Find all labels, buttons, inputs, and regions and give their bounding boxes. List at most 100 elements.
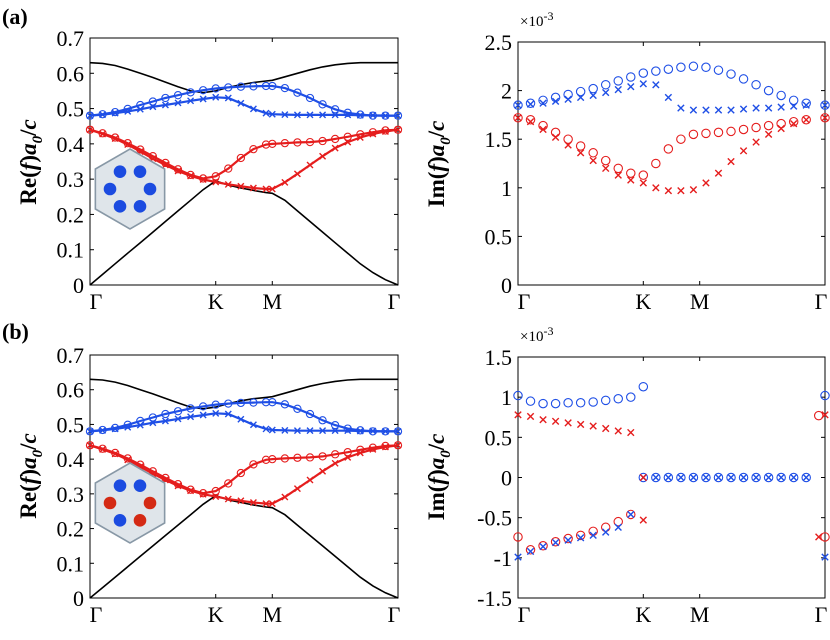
point-blue-circle	[224, 83, 233, 92]
point-blue-cross	[319, 111, 327, 119]
point-red-circle	[261, 140, 271, 149]
y-label-part: )	[16, 469, 41, 477]
y-tick-label: 1.5	[485, 127, 513, 152]
point-red-cross	[237, 497, 245, 505]
point-blue-circle-upper	[525, 396, 536, 406]
y-axis-label: Re(f)a0/c	[16, 433, 46, 518]
inset-dot	[113, 200, 127, 213]
inset-dot	[113, 165, 127, 178]
y-label-part: 0	[438, 450, 454, 458]
point-red-cross	[124, 141, 132, 149]
inset-unit-cell-b	[94, 462, 166, 544]
point-blue-cross	[689, 106, 698, 114]
point-blue-circle-zero	[688, 472, 699, 483]
multiplier-base: ×10	[520, 329, 543, 345]
point-blue-cross	[293, 427, 301, 435]
point-blue-circle	[613, 76, 623, 86]
point-red-cross	[306, 161, 314, 169]
point-blue-cross	[526, 100, 535, 108]
point-blue-circle	[626, 72, 636, 82]
point-red-circle-lower	[613, 516, 623, 527]
point-red-circle-lower	[513, 532, 523, 542]
point-red-cross	[293, 485, 301, 493]
y-tick-label: 0	[501, 466, 512, 491]
point-blue-cross	[821, 101, 829, 109]
point-blue-cross	[589, 91, 597, 100]
point-blue-circle	[186, 404, 195, 413]
point-blue-cross	[789, 102, 798, 110]
point-blue-cross	[149, 103, 157, 111]
point-red-circle	[701, 128, 711, 139]
point-red-circle	[688, 129, 699, 140]
point-blue-circle-zero	[651, 472, 661, 483]
x-tick-label: M	[690, 289, 710, 314]
y-label-part: )	[16, 155, 41, 163]
y-tick-label: 0.5	[485, 425, 513, 450]
point-blue-circle	[198, 402, 208, 411]
y-label-part: Im(	[424, 485, 449, 521]
point-red-cross	[224, 180, 232, 188]
point-blue-cross	[224, 94, 232, 102]
point-red-cross	[331, 144, 339, 152]
point-blue-cross-zero	[777, 473, 785, 482]
point-blue-cross	[268, 110, 276, 118]
point-blue-circle-zero	[751, 472, 761, 483]
panel-label-b: (b)	[2, 319, 29, 344]
point-blue-circle	[148, 413, 158, 422]
point-blue-cross	[124, 423, 132, 431]
panel-label-a: (a)	[2, 4, 28, 29]
point-blue-cross	[249, 421, 257, 429]
y-label-part: /	[424, 130, 449, 138]
point-blue-cross	[86, 427, 94, 435]
x-tick-label: K	[208, 602, 224, 627]
point-blue-circle	[211, 84, 220, 93]
y-tick-label: 0.1	[57, 551, 85, 576]
point-red-circle	[738, 124, 749, 135]
point-blue-cross	[727, 106, 735, 114]
point-red-cross	[539, 125, 547, 134]
point-blue-circle	[638, 68, 649, 78]
point-blue-cross	[369, 427, 377, 435]
point-blue-cross	[136, 421, 144, 429]
point-red-circle	[249, 460, 258, 469]
point-blue-cross	[99, 111, 107, 119]
point-red-circle	[293, 453, 302, 462]
point-blue-cross	[149, 419, 157, 427]
point-red-cross	[111, 135, 119, 143]
point-blue-circle	[776, 90, 786, 101]
point-red-circle-lower	[538, 541, 548, 551]
point-red-circle	[224, 164, 233, 173]
point-blue-cross	[602, 88, 610, 97]
point-blue-cross	[381, 427, 389, 435]
axis-multiplier: ×10-3	[520, 9, 553, 30]
axes-frame	[517, 41, 826, 286]
point-blue-circle	[173, 407, 183, 416]
y-tick-label: 2	[501, 79, 512, 104]
point-red-cross	[212, 178, 220, 186]
y-tick-label: 0.4	[57, 132, 85, 157]
point-blue-circle	[600, 80, 611, 90]
point-blue-circle	[249, 398, 258, 407]
point-red-circle	[663, 144, 674, 154]
point-blue-circle	[701, 62, 711, 73]
point-red-cross	[344, 453, 352, 461]
plots: 00.10.20.30.40.50.60.7Γ K M ΓRe(f)a0/c00.51…	[16, 9, 830, 627]
point-blue-cross	[281, 426, 289, 434]
series-line-light-cone-lower	[89, 180, 399, 286]
point-red-circle	[550, 127, 561, 138]
point-red-cross-upper	[602, 424, 610, 433]
point-red-cross-lower	[639, 516, 648, 524]
point-red-cross	[739, 147, 748, 155]
point-red-circle	[305, 453, 315, 462]
point-blue-circle-upper	[575, 398, 586, 408]
y-label-part: f	[16, 160, 41, 170]
multiplier-exponent: -3	[543, 324, 553, 338]
point-blue-circle-zero	[801, 472, 811, 483]
point-red-cross-upper	[539, 415, 547, 424]
point-red-cross	[702, 179, 710, 187]
point-blue-cross	[331, 427, 339, 435]
point-blue-cross	[224, 410, 232, 418]
point-gamma-blue-cross	[821, 553, 829, 561]
point-blue-cross	[369, 111, 377, 119]
point-red-circle	[236, 153, 246, 163]
